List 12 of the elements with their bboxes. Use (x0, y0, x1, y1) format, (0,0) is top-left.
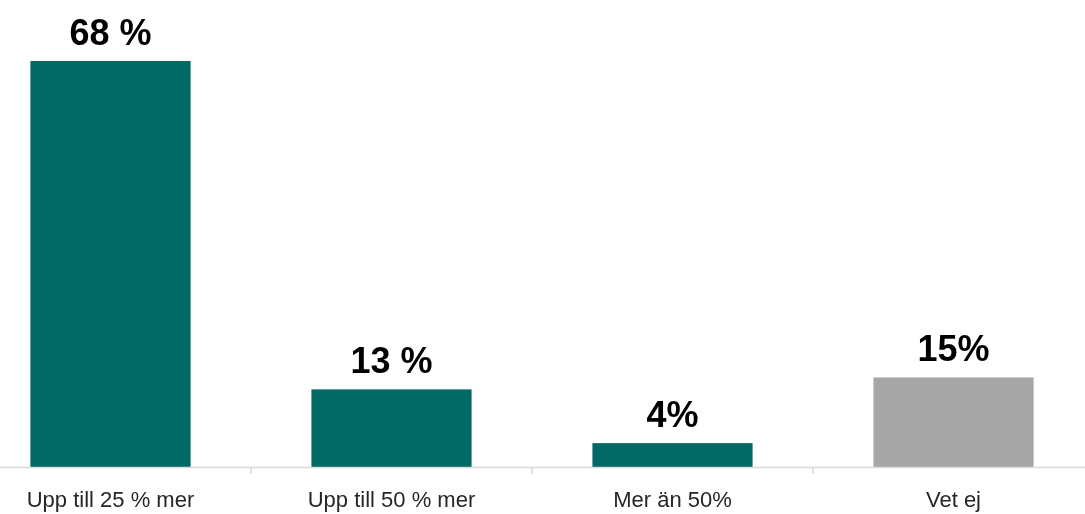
bar (592, 443, 753, 467)
bar (30, 61, 191, 467)
x-tick-label: Vet ej (925, 487, 982, 512)
data-label: 15% (917, 328, 990, 370)
x-tick-label: Mer än 50% (613, 487, 732, 512)
data-label: 13 % (350, 340, 433, 382)
bar (311, 389, 472, 467)
data-label: 68 % (69, 12, 152, 53)
x-tick-label: Upp till 50 % mer (307, 487, 476, 512)
x-tick-label: Upp till 25 % mer (26, 487, 195, 512)
bar (873, 377, 1034, 467)
data-label: 4% (646, 394, 699, 436)
